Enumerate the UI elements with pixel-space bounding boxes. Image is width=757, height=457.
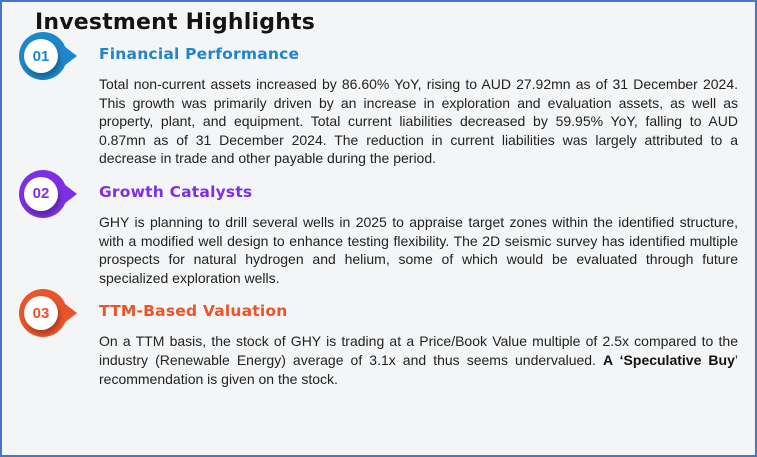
section-body: On a TTM basis, the stock of GHY is trad… xyxy=(99,332,738,388)
section-content: Financial Performance Total non-current … xyxy=(99,43,738,168)
body-text-before: On a TTM basis, the stock of GHY is trad… xyxy=(99,333,738,368)
body-text-after: ’ recommendation is given on the stock. xyxy=(99,351,738,387)
step-badge-03: 03 xyxy=(19,289,77,338)
body-text-bold-recommendation: A ‘Speculative Buy xyxy=(603,351,735,368)
page-title: Investment Highlights xyxy=(35,10,316,35)
section-body: Total non-current assets increased by 86… xyxy=(99,76,738,167)
section-ttm-valuation: 03 TTM-Based Valuation On a TTM basis, t… xyxy=(19,289,738,388)
section-content: Growth Catalysts GHY is planning to dril… xyxy=(99,181,738,287)
section-title: Financial Performance xyxy=(99,45,300,63)
step-badge-02: 02 xyxy=(19,169,77,218)
badge-arrow-icon xyxy=(60,300,77,327)
badge-number: 01 xyxy=(24,39,58,73)
step-badge-01: 01 xyxy=(19,32,77,80)
section-title: Growth Catalysts xyxy=(99,182,253,201)
badge-number: 02 xyxy=(24,176,58,211)
section-growth-catalysts: 02 Growth Catalysts GHY is planning to d… xyxy=(19,169,738,287)
badge-column: 03 xyxy=(19,289,99,388)
section-content: TTM-Based Valuation On a TTM basis, the … xyxy=(99,300,738,388)
badge-column: 01 xyxy=(19,32,99,168)
section-body: GHY is planning to drill several wells i… xyxy=(99,213,738,286)
badge-arrow-icon xyxy=(60,43,77,69)
section-title: TTM-Based Valuation xyxy=(99,302,288,321)
badge-column: 02 xyxy=(19,169,99,287)
badge-arrow-icon xyxy=(60,180,77,207)
badge-number: 03 xyxy=(24,296,58,331)
section-financial-performance: 01 Financial Performance Total non-curre… xyxy=(19,32,738,168)
